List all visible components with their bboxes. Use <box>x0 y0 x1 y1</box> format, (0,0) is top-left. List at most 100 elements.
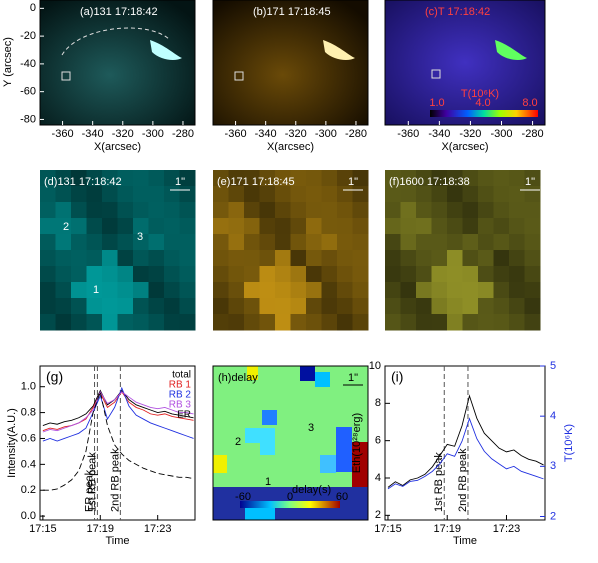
zoom-pixel <box>337 298 353 315</box>
zoom-pixel <box>213 170 229 187</box>
zoom-pixel <box>306 170 322 187</box>
x-axis-label: Time <box>105 535 129 547</box>
panel-label: (i) <box>391 369 403 385</box>
zoom-pixel <box>478 186 494 203</box>
zoom-pixel <box>228 282 245 299</box>
line-series <box>42 386 194 442</box>
zoom-pixel <box>478 202 494 219</box>
region-label: 1 <box>265 476 271 488</box>
color-bar <box>430 110 538 117</box>
delay-cell <box>320 455 336 473</box>
zoom-pixel <box>179 314 196 331</box>
zoom-pixel <box>524 170 541 187</box>
zoom-pixel <box>321 202 338 219</box>
zoom-pixel <box>213 218 229 235</box>
zoom-pixel <box>164 314 180 331</box>
zoom-pixel <box>117 186 134 203</box>
box <box>431 69 441 79</box>
zoom-pixel <box>400 234 417 251</box>
color-bar-tick: 4.0 <box>475 97 490 109</box>
zoom-pixel <box>179 250 196 267</box>
zoom-pixel <box>416 218 432 235</box>
zoom-pixel <box>213 186 229 203</box>
zoom-pixel <box>306 314 322 331</box>
zoom-pixel <box>40 314 56 331</box>
zoom-pixel <box>447 314 463 331</box>
zoom-pixel <box>462 218 479 235</box>
zoom-pixel <box>86 282 103 299</box>
image-171 <box>213 0 368 125</box>
y2-tick-label: 3 <box>550 460 556 472</box>
zoom-pixel <box>447 282 463 299</box>
y2-axis-label: T(10⁶K) <box>563 424 575 462</box>
zoom-pixel <box>431 282 448 299</box>
zoom-pixel <box>321 314 338 331</box>
zoom-pixel <box>117 218 134 235</box>
zoom-pixel <box>228 186 245 203</box>
zoom-pixel <box>478 250 494 267</box>
zoom-pixel <box>213 202 229 219</box>
zoom-pixel <box>164 170 180 187</box>
zoom-pixel <box>337 186 353 203</box>
zoom-pixel <box>164 234 180 251</box>
zoom-pixel <box>524 314 541 331</box>
zoom-pixel <box>275 170 291 187</box>
zoom-pixel <box>400 170 417 187</box>
zoom-pixel <box>148 314 165 331</box>
zoom-pixel <box>447 234 463 251</box>
zoom-pixel <box>164 250 180 267</box>
zoom-pixel <box>400 314 417 331</box>
panel-label: (c)T 17:18:42 <box>425 6 490 18</box>
zoom-pixel <box>40 218 56 235</box>
frame <box>39 0 196 126</box>
zoom-pixel <box>213 298 229 315</box>
x-axis-label: X(arcsec) <box>94 141 141 153</box>
zoom-pixel <box>71 170 87 187</box>
zoom-pixel <box>416 234 432 251</box>
zoom-pixel <box>259 298 276 315</box>
zoom-pixel <box>228 234 245 251</box>
legend-entry: ER <box>177 410 191 421</box>
zoom-pixel <box>244 314 260 331</box>
x-tick-label: -320 <box>112 128 134 140</box>
box <box>234 71 244 81</box>
zoom-pixel <box>306 186 322 203</box>
zoom-pixel <box>337 218 353 235</box>
zoom-pixel <box>71 250 87 267</box>
zoom-pixel <box>509 250 525 267</box>
y-tick-label: -80 <box>20 113 36 125</box>
x-tick-label: -300 <box>490 128 512 140</box>
zoom-pixel <box>228 266 245 283</box>
region-label: 2 <box>235 436 241 448</box>
zoom-pixel <box>86 186 103 203</box>
zoom-pixel <box>117 234 134 251</box>
zoom-pixel <box>86 298 103 315</box>
zoom-pixel <box>148 218 165 235</box>
zoom-pixel <box>55 266 72 283</box>
zoom-pixel <box>290 266 307 283</box>
zoom-pixel <box>447 186 463 203</box>
scale-label: 1" <box>348 176 358 188</box>
zoom-pixel <box>133 234 149 251</box>
zoom-pixel <box>352 186 369 203</box>
zoom-pixel <box>493 298 510 315</box>
legend-entry: RB 2 <box>169 390 192 401</box>
delay-cell <box>262 410 277 425</box>
zoom-pixel <box>213 282 229 299</box>
zoom-pixel <box>478 170 494 187</box>
zoom-pixel <box>86 218 103 235</box>
zoom-pixel <box>244 250 260 267</box>
zoom-pixel <box>244 202 260 219</box>
zoom-pixel <box>524 282 541 299</box>
zoom-pixel <box>259 170 276 187</box>
color-bar <box>240 501 340 508</box>
y-tick-label: 0.6 <box>21 432 36 444</box>
zoom-pixel <box>431 314 448 331</box>
zoom-pixel <box>55 250 72 267</box>
zoom-pixel <box>102 314 118 331</box>
zoom-pixel <box>290 170 307 187</box>
zoom-pixel <box>133 250 149 267</box>
y-tick-label: 10 <box>369 360 381 372</box>
zoom-pixel <box>133 266 149 283</box>
zoom-pixel <box>416 170 432 187</box>
